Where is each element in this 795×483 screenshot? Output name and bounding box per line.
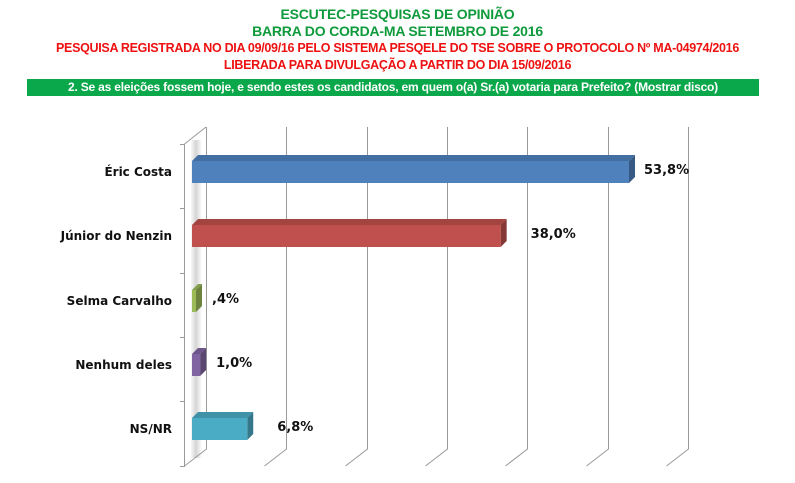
value-label-selma-carvalho: ,4% <box>212 292 240 307</box>
report-title: ESCUTEC-PESQUISAS DE OPINIÃO <box>280 6 515 22</box>
bar <box>192 284 202 312</box>
bar <box>192 155 635 183</box>
bar <box>192 412 254 440</box>
category-label-selma-carvalho: Selma Carvalho <box>66 294 172 308</box>
category-label-nenhum-deles: Nenhum deles <box>75 358 172 372</box>
report-subtitle: BARRA DO CORDA-MA SETEMBRO DE 2016 <box>252 23 543 39</box>
release-note: LIBERADA PARA DIVULGAÇÃO A PARTIR DO DIA… <box>223 58 572 72</box>
value-label-junior-do-nenzin: 38,0% <box>530 227 576 242</box>
registration-note: PESQUISA REGISTRADA NO DIA 09/09/16 PELO… <box>56 41 739 55</box>
category-label-ns-nr: NS/NR <box>129 422 172 436</box>
bar <box>192 219 507 247</box>
bar <box>192 348 207 376</box>
question-banner: 2. Se as eleições fossem hoje, e sendo e… <box>27 79 759 96</box>
category-label-junior-do-nenzin: Júnior do Nenzin <box>60 229 172 243</box>
value-label-nenhum-deles: 1,0% <box>216 356 253 371</box>
category-label-eric-costa: Éric Costa <box>104 165 172 179</box>
category-axis <box>180 126 207 467</box>
bars <box>192 155 635 440</box>
value-label-eric-costa: 53,8% <box>644 163 690 178</box>
value-label-ns-nr: 6,8% <box>277 420 314 435</box>
